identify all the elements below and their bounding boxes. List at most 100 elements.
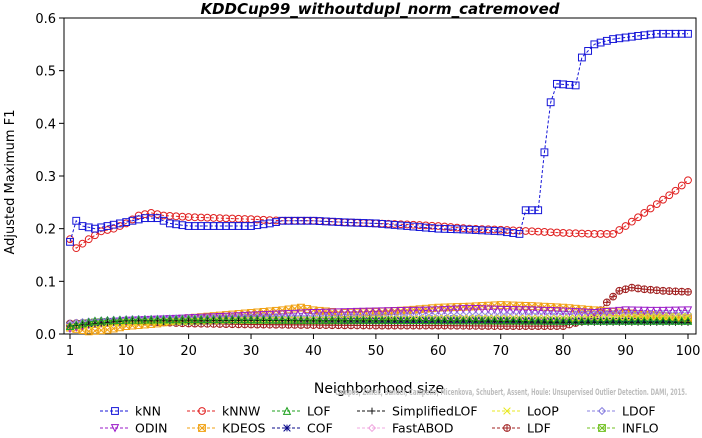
data-point (178, 212, 187, 221)
y-tick-label: 0.6 (35, 12, 56, 27)
data-point (459, 305, 468, 314)
data-point (615, 286, 624, 295)
data-point (496, 227, 505, 236)
x-axis-label: Neighborhood size (314, 381, 444, 397)
data-point (159, 314, 168, 324)
data-point (215, 312, 225, 322)
data-point (253, 221, 262, 230)
data-point (490, 315, 499, 325)
data-point (178, 314, 187, 324)
data-point (677, 316, 686, 325)
data-point (571, 229, 580, 238)
data-point (222, 222, 230, 230)
data-point (440, 315, 449, 325)
data-point (509, 306, 518, 315)
data-point (634, 284, 642, 293)
legend-label: kNNW (222, 404, 260, 419)
data-point (221, 314, 231, 324)
x-tick-label: 50 (368, 344, 385, 359)
data-point (352, 315, 362, 324)
data-point (203, 314, 212, 324)
data-point (396, 315, 406, 324)
data-point (503, 228, 511, 237)
legend-item: ODIN (100, 421, 168, 436)
data-point (565, 307, 574, 317)
data-point (222, 214, 230, 223)
data-point (377, 315, 387, 324)
data-point (627, 217, 636, 226)
data-point (284, 315, 293, 324)
data-point (103, 222, 112, 230)
data-point (309, 315, 318, 324)
data-point (602, 298, 611, 307)
data-point (621, 285, 630, 294)
data-point (359, 315, 368, 324)
data-point (409, 315, 418, 324)
data-point (683, 316, 693, 325)
data-point (240, 314, 249, 324)
data-point (197, 222, 205, 230)
data-point (278, 216, 287, 225)
data-point (109, 220, 118, 229)
data-point (446, 315, 455, 325)
data-point (465, 225, 474, 234)
data-point (90, 316, 100, 325)
data-point (440, 224, 449, 233)
data-point (278, 314, 287, 324)
data-point (353, 218, 362, 227)
data-point (553, 79, 561, 88)
data-point (103, 315, 112, 325)
data-point (658, 306, 668, 316)
data-point (683, 306, 693, 315)
data-point (465, 315, 474, 325)
legend-item: LDOF (587, 404, 656, 419)
plot-frame (63, 17, 697, 335)
data-point (553, 228, 561, 237)
data-point (265, 314, 274, 324)
data-point (434, 224, 443, 233)
data-point (484, 226, 493, 235)
data-point (141, 214, 149, 223)
data-point (234, 314, 243, 324)
data-point (221, 312, 231, 322)
x-tick-label: 1 (66, 344, 74, 359)
data-point (609, 292, 617, 301)
data-point (684, 287, 692, 296)
data-point (665, 306, 674, 316)
series-line (69, 308, 689, 330)
legend-marker (111, 407, 119, 415)
data-point (634, 213, 642, 222)
data-point (228, 214, 237, 223)
legend-label: ODIN (135, 421, 168, 435)
x-tick-label: 10 (118, 344, 135, 359)
data-point (134, 215, 143, 224)
data-point (533, 306, 543, 316)
data-point (334, 315, 343, 324)
data-point (640, 208, 649, 217)
data-point (609, 35, 617, 43)
data-point (515, 315, 524, 325)
data-point (421, 306, 431, 316)
legend-marker (503, 407, 511, 415)
data-point (78, 318, 87, 328)
data-point (459, 225, 468, 234)
legend-marker (597, 406, 607, 416)
y-tick-label: 0.3 (35, 170, 56, 185)
data-point (477, 305, 487, 314)
data-point (172, 220, 181, 229)
data-point (471, 305, 480, 314)
data-point (546, 316, 555, 325)
data-point (415, 223, 424, 231)
data-point (484, 315, 493, 325)
data-point (621, 306, 630, 315)
data-point (640, 285, 649, 294)
data-point (627, 306, 637, 315)
data-point (116, 219, 124, 228)
data-point (290, 309, 299, 319)
data-point (684, 29, 692, 38)
series-lof (65, 314, 693, 330)
data-point (253, 314, 262, 324)
data-point (609, 230, 617, 238)
data-point (434, 315, 443, 325)
